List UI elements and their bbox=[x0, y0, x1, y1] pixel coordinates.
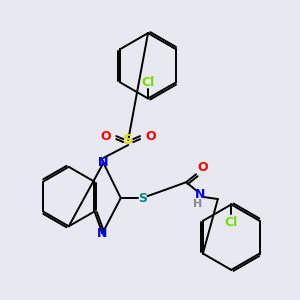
Text: N: N bbox=[98, 156, 109, 170]
Text: N: N bbox=[195, 188, 205, 201]
Text: S: S bbox=[123, 133, 133, 147]
Text: O: O bbox=[100, 130, 111, 142]
Text: Cl: Cl bbox=[141, 76, 154, 89]
Text: O: O bbox=[198, 161, 208, 174]
Text: N: N bbox=[97, 227, 108, 240]
Text: H: H bbox=[194, 199, 203, 209]
Text: N: N bbox=[98, 156, 109, 170]
Text: Cl: Cl bbox=[225, 216, 238, 229]
Text: O: O bbox=[146, 130, 156, 142]
Text: S: S bbox=[138, 192, 147, 205]
